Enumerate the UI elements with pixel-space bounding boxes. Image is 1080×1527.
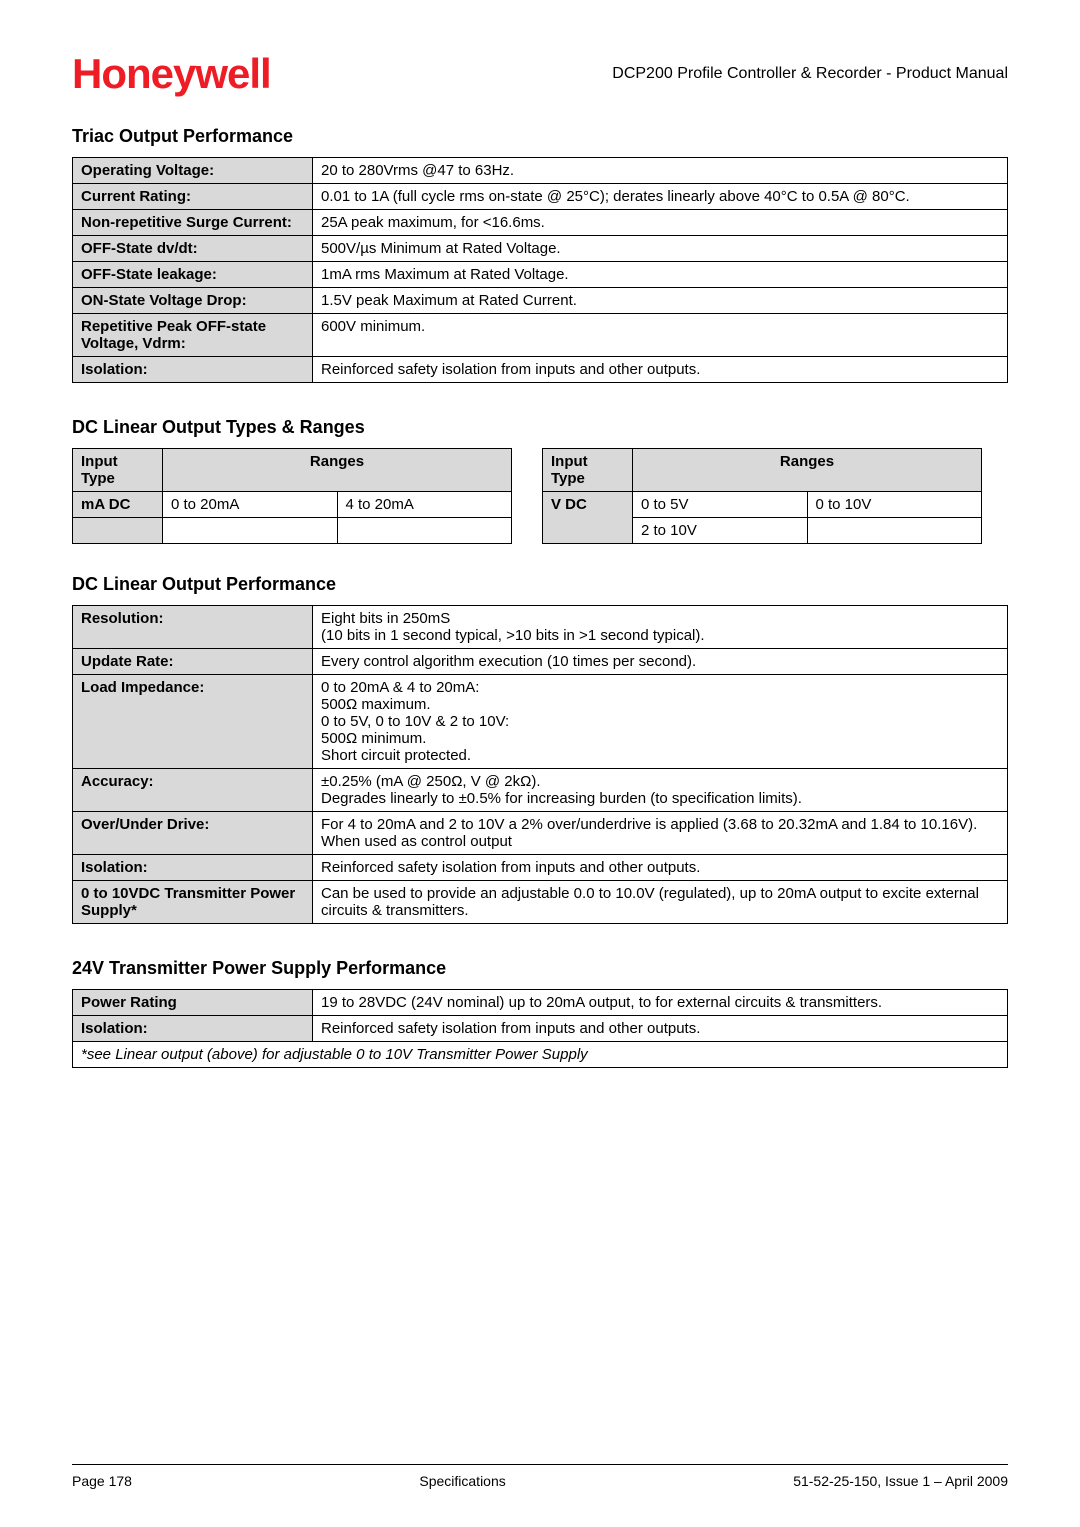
ranges-right-r2: 0 to 10V <box>807 492 982 518</box>
triac-value-0: 20 to 280Vrms @47 to 63Hz. <box>313 158 1008 184</box>
triac-value-1: 0.01 to 1A (full cycle rms on-state @ 25… <box>313 184 1008 210</box>
tx24v-value-0: 19 to 28VDC (24V nominal) up to 20mA out… <box>313 990 1008 1016</box>
triac-label-3: OFF-State dv/dt: <box>73 236 313 262</box>
footer-right: 51-52-25-150, Issue 1 – April 2009 <box>793 1473 1008 1489</box>
dcperf-table: Resolution:Eight bits in 250mS (10 bits … <box>72 605 1008 924</box>
ranges-right-hdr-ranges: Ranges <box>633 449 982 492</box>
triac-label-7: Isolation: <box>73 357 313 383</box>
dcperf-label-2: Load Impedance: <box>73 675 313 769</box>
dcperf-label-5: Isolation: <box>73 855 313 881</box>
triac-value-5: 1.5V peak Maximum at Rated Current. <box>313 288 1008 314</box>
dcperf-value-3: ±0.25% (mA @ 250Ω, V @ 2kΩ). Degrades li… <box>313 769 1008 812</box>
section-title-dcperf: DC Linear Output Performance <box>72 574 1008 595</box>
tx24v-table: Power Rating19 to 28VDC (24V nominal) up… <box>72 989 1008 1068</box>
footer-center: Specifications <box>419 1473 505 1489</box>
dcperf-value-4: For 4 to 20mA and 2 to 10V a 2% over/und… <box>313 812 1008 855</box>
tx24v-footnote: *see Linear output (above) for adjustabl… <box>73 1042 1008 1068</box>
ranges-left-empty-label <box>73 518 163 544</box>
ranges-left-empty1 <box>163 518 338 544</box>
ranges-left-r2: 4 to 20mA <box>337 492 512 518</box>
ranges-table-v: Input Type Ranges V DC 0 to 5V 0 to 10V … <box>542 448 982 544</box>
triac-label-0: Operating Voltage: <box>73 158 313 184</box>
tx24v-label-0: Power Rating <box>73 990 313 1016</box>
triac-label-2: Non-repetitive Surge Current: <box>73 210 313 236</box>
ranges-left-hdr-ranges: Ranges <box>163 449 512 492</box>
ranges-left-hdr-type: Input Type <box>73 449 163 492</box>
triac-label-4: OFF-State leakage: <box>73 262 313 288</box>
ranges-right-r1: 0 to 5V <box>633 492 808 518</box>
dcperf-label-6: 0 to 10VDC Transmitter Power Supply* <box>73 881 313 924</box>
dcperf-label-0: Resolution: <box>73 606 313 649</box>
ranges-left-r1: 0 to 20mA <box>163 492 338 518</box>
triac-label-5: ON-State Voltage Drop: <box>73 288 313 314</box>
dcperf-label-1: Update Rate: <box>73 649 313 675</box>
page-footer: Page 178 Specifications 51-52-25-150, Is… <box>72 1464 1008 1489</box>
dcperf-value-1: Every control algorithm execution (10 ti… <box>313 649 1008 675</box>
ranges-right-r3: 2 to 10V <box>633 518 808 544</box>
triac-table: Operating Voltage:20 to 280Vrms @47 to 6… <box>72 157 1008 383</box>
dcperf-value-0: Eight bits in 250mS (10 bits in 1 second… <box>313 606 1008 649</box>
section-title-ranges: DC Linear Output Types & Ranges <box>72 417 1008 438</box>
footer-left: Page 178 <box>72 1473 132 1489</box>
triac-value-6: 600V minimum. <box>313 314 1008 357</box>
ranges-table-ma: Input Type Ranges mA DC 0 to 20mA 4 to 2… <box>72 448 512 544</box>
ranges-left-empty2 <box>337 518 512 544</box>
triac-value-2: 25A peak maximum, for <16.6ms. <box>313 210 1008 236</box>
page-header: Honeywell DCP200 Profile Controller & Re… <box>72 50 1008 98</box>
dcperf-value-6: Can be used to provide an adjustable 0.0… <box>313 881 1008 924</box>
dcperf-label-3: Accuracy: <box>73 769 313 812</box>
dcperf-value-2: 0 to 20mA & 4 to 20mA: 500Ω maximum. 0 t… <box>313 675 1008 769</box>
triac-value-3: 500V/µs Minimum at Rated Voltage. <box>313 236 1008 262</box>
dcperf-label-4: Over/Under Drive: <box>73 812 313 855</box>
triac-label-1: Current Rating: <box>73 184 313 210</box>
triac-label-6: Repetitive Peak OFF-state Voltage, Vdrm: <box>73 314 313 357</box>
tx24v-value-1: Reinforced safety isolation from inputs … <box>313 1016 1008 1042</box>
doc-title: DCP200 Profile Controller & Recorder - P… <box>612 65 1008 83</box>
honeywell-logo: Honeywell <box>72 50 271 98</box>
ranges-left-rowtype: mA DC <box>73 492 163 518</box>
ranges-right-rowtype: V DC <box>543 492 633 544</box>
dcperf-value-5: Reinforced safety isolation from inputs … <box>313 855 1008 881</box>
ranges-right-hdr-type: Input Type <box>543 449 633 492</box>
triac-value-4: 1mA rms Maximum at Rated Voltage. <box>313 262 1008 288</box>
section-title-triac: Triac Output Performance <box>72 126 1008 147</box>
section-title-tx24v: 24V Transmitter Power Supply Performance <box>72 958 1008 979</box>
ranges-right-empty <box>807 518 982 544</box>
triac-value-7: Reinforced safety isolation from inputs … <box>313 357 1008 383</box>
tx24v-label-1: Isolation: <box>73 1016 313 1042</box>
